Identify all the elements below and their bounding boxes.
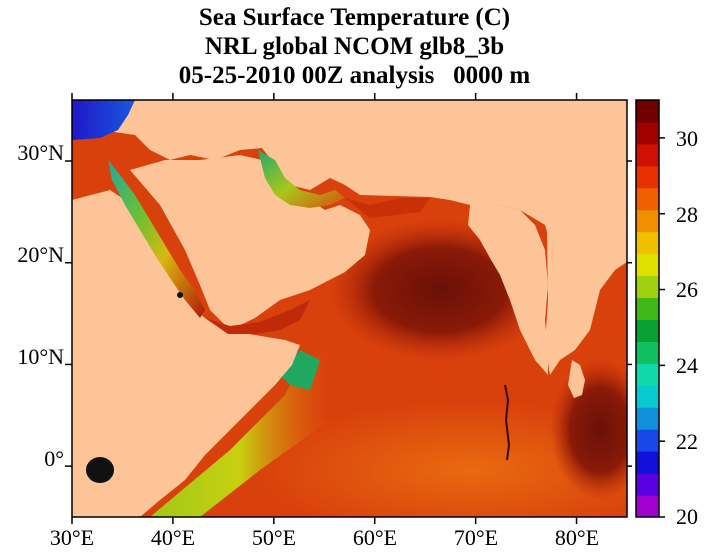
landmass-india <box>468 205 548 375</box>
landmass-arabian-peninsula <box>130 155 370 330</box>
colorbar-bands <box>636 100 659 518</box>
colorbar-band <box>636 473 659 496</box>
colorbar-label-22: 22 <box>676 429 698 454</box>
lon-label-50: 50°E <box>252 525 296 550</box>
colorbar-band <box>636 253 659 277</box>
lat-label-20n: 20°N <box>17 242 64 267</box>
title-line-1: Sea Surface Temperature (C) <box>198 4 511 31</box>
longitude-labels: 30°E 40°E 50°E 60°E 70°E 80°E <box>50 525 599 550</box>
colorbar-band <box>636 363 659 386</box>
colorbar-band <box>636 143 659 167</box>
colorbar-band <box>636 209 659 233</box>
gulf-of-aden <box>205 300 310 334</box>
landmass-bay-of-bengal-coast <box>545 100 627 300</box>
lon-label-60: 60°E <box>353 525 397 550</box>
colorbar-label-30: 30 <box>676 126 698 151</box>
colorbar-band <box>636 429 659 452</box>
colorbar-label-28: 28 <box>676 202 698 227</box>
colorbar-band <box>636 319 659 342</box>
lat-label-0: 0° <box>44 446 64 471</box>
somali-coastal-green <box>280 350 320 390</box>
colorbar-label-20: 20 <box>676 504 698 529</box>
landmass-east-africa <box>72 190 300 517</box>
axis-ticks <box>65 93 632 524</box>
persian-gulf <box>258 150 345 208</box>
title-line-3: 05-25-2010 00Z analysis 0000 m <box>178 62 531 89</box>
title-line-2: NRL global NCOM glb8_3b <box>204 33 505 60</box>
colorbar-label-26: 26 <box>676 277 698 302</box>
lon-label-80: 80°E <box>555 525 599 550</box>
colorbar-band <box>636 187 659 211</box>
red-sea <box>108 160 205 318</box>
southern-ocean-warm-zone <box>250 400 627 517</box>
maldives-islands <box>504 384 511 461</box>
colorbar-band <box>636 297 659 320</box>
colorbar-band <box>636 231 659 255</box>
colorbar-band <box>636 407 659 430</box>
lake-victoria <box>86 457 114 483</box>
gulf-of-oman <box>345 198 430 218</box>
colorbar-band <box>636 451 659 474</box>
colorbar-label-24: 24 <box>676 353 698 378</box>
lat-label-30n: 30°N <box>17 140 64 165</box>
map-title: Sea Surface Temperature (C) NRL global N… <box>0 3 709 90</box>
colorbar-band <box>636 385 659 408</box>
lon-label-40: 40°E <box>151 525 195 550</box>
colorbar-band <box>636 341 659 364</box>
lon-label-30: 30°E <box>50 525 94 550</box>
colorbar: 30 28 26 24 22 20 <box>635 99 698 529</box>
colorbar-band <box>636 275 659 299</box>
map-frame <box>71 99 628 518</box>
latitude-labels: 30°N 20°N 10°N 0° <box>17 140 64 471</box>
colorbar-ticks <box>659 137 665 518</box>
lon-label-70: 70°E <box>454 525 498 550</box>
hot-core-bay-of-bengal <box>550 360 627 500</box>
colorbar-band <box>636 495 659 518</box>
landmass-africa-asia <box>72 100 627 375</box>
colorbar-frame <box>635 99 660 518</box>
mediterranean-sea <box>72 100 135 140</box>
lat-label-10n: 10°N <box>17 344 64 369</box>
colorbar-band <box>636 121 659 145</box>
colorbar-band <box>636 165 659 189</box>
map-plot-area <box>72 100 627 517</box>
red-sea-dark-spot <box>177 292 183 298</box>
landmass-sri-lanka <box>568 360 585 398</box>
colorbar-band <box>636 100 659 123</box>
